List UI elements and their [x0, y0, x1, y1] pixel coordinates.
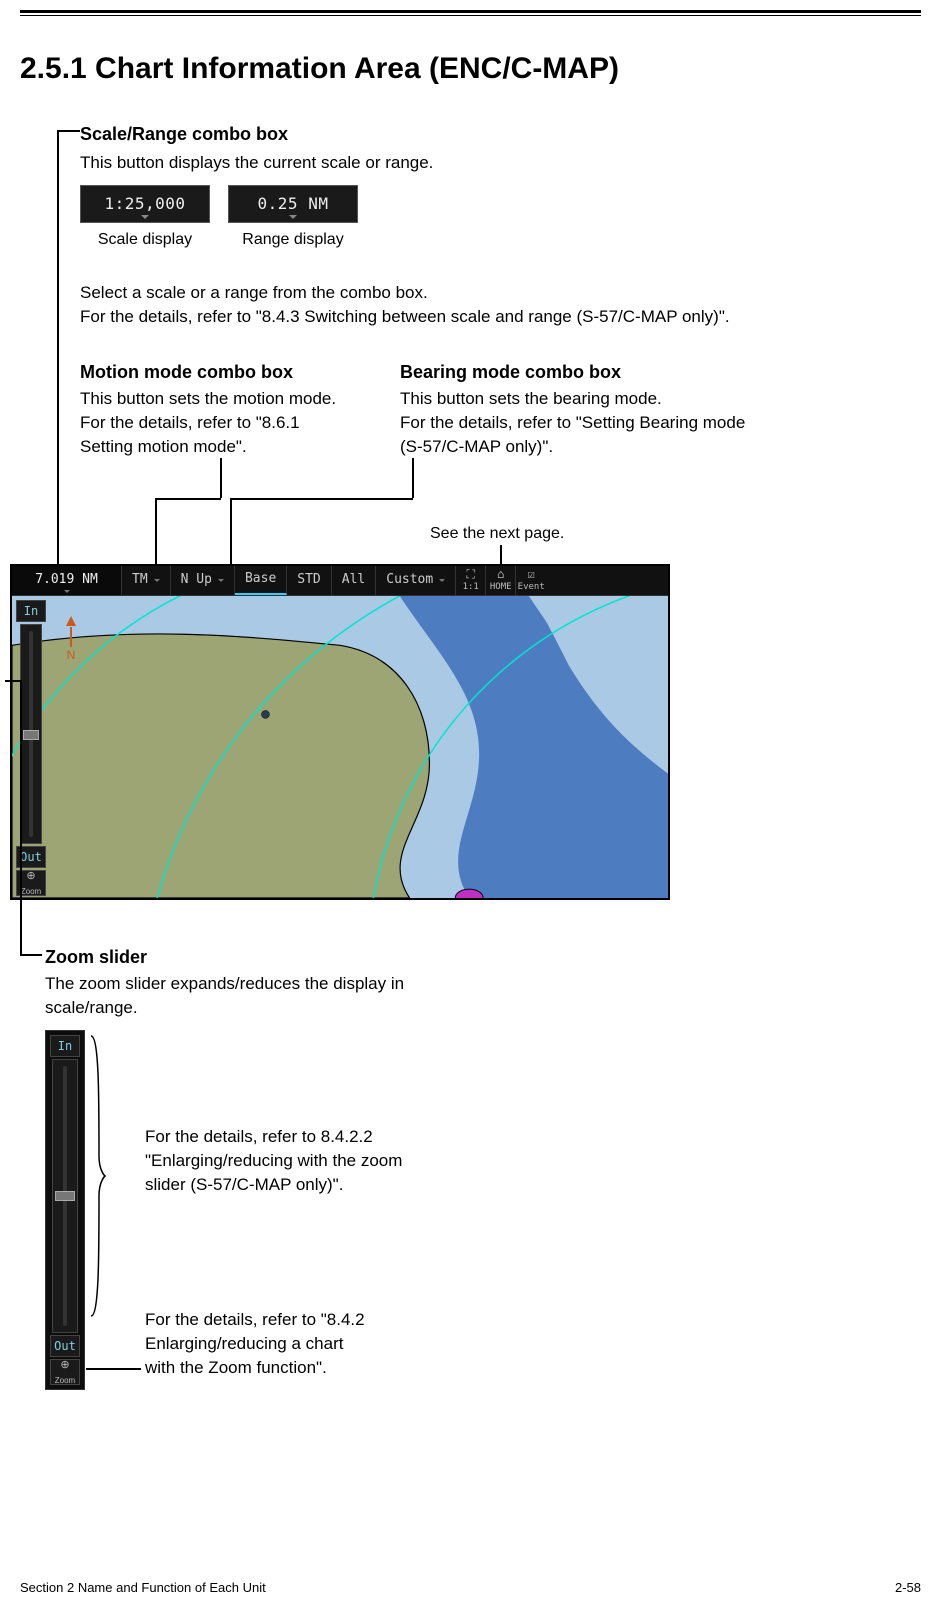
zoom-slider-demo: In Out ⊕ Zoom For the details, refer to …	[45, 1030, 445, 1390]
demo-zoom-tool-button[interactable]: ⊕ Zoom	[50, 1359, 80, 1385]
zoom-slider-block: Zoom slider The zoom slider expands/redu…	[45, 945, 525, 1020]
toolbar-all-button[interactable]: All	[332, 566, 376, 595]
scale-range-block: Scale/Range combo box This button displa…	[80, 122, 860, 329]
toolbar-nup-combo[interactable]: N Up	[171, 566, 235, 595]
connector-line	[5, 680, 20, 682]
toolbar-home-icon[interactable]: ⌂ HOME	[486, 566, 516, 595]
footer-right: 2-58	[895, 1579, 921, 1597]
toolbar-std-button[interactable]: STD	[287, 566, 331, 595]
home-label: HOME	[490, 581, 512, 594]
brace-icon	[89, 1036, 105, 1316]
demo-zoom-thumb[interactable]	[55, 1191, 75, 1201]
zoom-note-2b: Enlarging/reducing a chart	[145, 1332, 365, 1356]
toolbar-custom-combo[interactable]: Custom	[376, 566, 456, 595]
north-arrow-icon: N	[66, 616, 76, 661]
toolbar-base-button[interactable]: Base	[235, 566, 287, 595]
zoom-note-1a: For the details, refer to 8.4.2.2	[145, 1125, 402, 1149]
zoom-note-2a: For the details, refer to "8.4.2	[145, 1308, 365, 1332]
scale-range-detail-1: Select a scale or a range from the combo…	[80, 281, 860, 305]
chart-toolbar: 7.019 NM TM N Up Base STD All Custom ⛶ 1…	[12, 566, 668, 596]
demo-zoom-in-button[interactable]: In	[50, 1035, 80, 1057]
connector-line	[57, 130, 80, 132]
connector-line	[86, 1368, 141, 1370]
footer-left: Section 2 Name and Function of Each Unit	[20, 1579, 266, 1597]
scale-combo[interactable]: 1:25,000	[80, 185, 210, 223]
demo-zoom-track[interactable]	[52, 1059, 78, 1333]
bearing-line2: For the details, refer to "Setting Beari…	[400, 411, 790, 435]
connector-line	[230, 498, 413, 500]
page-footer: Section 2 Name and Function of Each Unit…	[20, 1579, 921, 1597]
toolbar-scale11-icon[interactable]: ⛶ 1:1	[456, 566, 486, 595]
north-label: N	[66, 649, 76, 661]
bearing-line3: (S-57/C-MAP only)".	[400, 435, 790, 459]
see-next-page: See the next page.	[430, 523, 564, 545]
connector-line	[155, 498, 221, 500]
connector-line	[20, 954, 42, 956]
scale-icon: ⛶	[467, 568, 475, 580]
mode-columns: Motion mode combo box This button sets t…	[80, 360, 790, 459]
scale-range-detail-2: For the details, refer to "8.4.3 Switchi…	[80, 305, 860, 329]
zoom-slider-desc-1: The zoom slider expands/reduces the disp…	[45, 972, 525, 996]
magnifier-icon: ⊕	[26, 869, 35, 884]
magnifier-icon: ⊕	[60, 1358, 69, 1373]
scale-range-desc: This button displays the current scale o…	[80, 151, 860, 175]
scale-caption: Scale display	[80, 229, 210, 251]
zoom-slider-title: Zoom slider	[45, 945, 525, 970]
toolbar-tm-combo[interactable]: TM	[122, 566, 171, 595]
connector-line	[20, 680, 22, 954]
connector-line	[220, 458, 222, 498]
range-caption: Range display	[228, 229, 358, 251]
zoom-note-1b: "Enlarging/reducing with the zoom	[145, 1149, 402, 1173]
zoom-note-1c: slider (S-57/C-MAP only)".	[145, 1173, 402, 1197]
zoom-in-button[interactable]: In	[16, 600, 46, 622]
connector-line	[155, 498, 157, 564]
home-icon: ⌂	[497, 568, 504, 580]
motion-line3: Setting motion mode".	[80, 435, 370, 459]
demo-zoom-out-button[interactable]: Out	[50, 1335, 80, 1357]
zoom-slider-thumb[interactable]	[23, 730, 39, 740]
bearing-title: Bearing mode combo box	[400, 360, 790, 385]
motion-line2: For the details, refer to "8.6.1	[80, 411, 370, 435]
connector-line	[230, 498, 232, 564]
connector-line	[500, 545, 502, 564]
motion-line1: This button sets the motion mode.	[80, 387, 370, 411]
toolbar-range-combo[interactable]: 7.019 NM	[12, 566, 122, 595]
bearing-line1: This button sets the bearing mode.	[400, 387, 790, 411]
chart-map	[12, 596, 668, 898]
motion-title: Motion mode combo box	[80, 360, 370, 385]
range-combo[interactable]: 0.25 NM	[228, 185, 358, 223]
connector-line	[412, 458, 414, 498]
zoom-slider-track[interactable]	[20, 624, 42, 844]
scale11-label: 1:1	[463, 581, 479, 594]
zoom-note-2c: with the Zoom function".	[145, 1356, 365, 1380]
zoom-label: Zoom	[21, 886, 41, 897]
top-rule	[20, 10, 921, 16]
demo-zoom-label: Zoom	[55, 1375, 75, 1386]
zoom-slider-demo-col: In Out ⊕ Zoom	[45, 1030, 85, 1390]
scale-range-title: Scale/Range combo box	[80, 122, 860, 147]
page-heading: 2.5.1 Chart Information Area (ENC/C-MAP)	[20, 48, 619, 90]
event-label: Event	[518, 581, 545, 594]
zoom-slider-desc-2: scale/range.	[45, 996, 525, 1020]
chart-area: 7.019 NM TM N Up Base STD All Custom ⛶ 1…	[10, 564, 670, 900]
event-icon: ☑	[528, 568, 535, 580]
connector-line	[57, 130, 59, 580]
toolbar-event-icon[interactable]: ☑ Event	[516, 566, 546, 595]
